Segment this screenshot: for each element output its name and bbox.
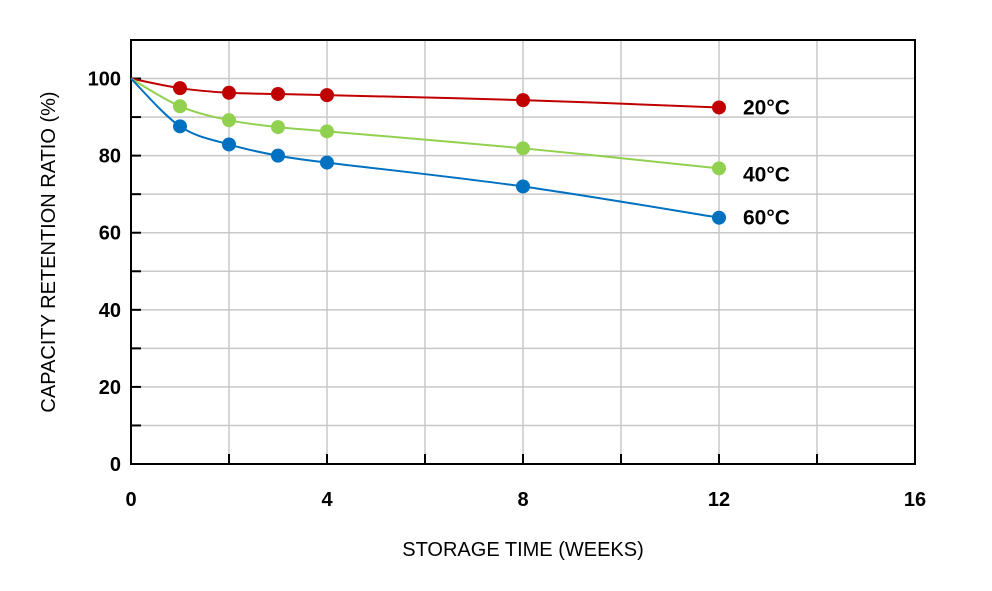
- x-tick-label: 4: [321, 489, 333, 511]
- y-tick-label: 60: [99, 223, 121, 245]
- y-tick-label: 20: [99, 377, 121, 399]
- data-point: [271, 86, 285, 101]
- data-point: [173, 119, 187, 134]
- data-point: [712, 161, 726, 176]
- data-point: [516, 93, 530, 108]
- series-label: 20°C: [743, 96, 790, 119]
- x-tick-label: 8: [517, 489, 528, 511]
- data-point: [320, 124, 334, 139]
- data-point: [516, 141, 530, 156]
- x-tick-label: 0: [125, 489, 136, 511]
- data-point: [712, 100, 726, 115]
- data-point: [222, 137, 236, 152]
- series-label: 40°C: [743, 163, 790, 186]
- y-tick-label: 80: [99, 146, 121, 168]
- y-axis-title: CAPACITY RETENTION RATIO (%): [38, 91, 60, 412]
- y-tick-label: 100: [88, 69, 121, 91]
- data-point: [712, 210, 726, 225]
- data-point: [516, 179, 530, 194]
- series-group: [130, 77, 726, 225]
- data-point: [222, 85, 236, 100]
- data-point: [271, 148, 285, 163]
- axes: [130, 39, 916, 465]
- x-tick-label: 16: [904, 489, 926, 511]
- series-line: [130, 77, 720, 170]
- data-point: [222, 113, 236, 128]
- labels: 0 4 8 12 16 0 20 40 60 80 100 20°C 40°C 60°C: [88, 69, 927, 511]
- y-tick-label: 40: [99, 300, 121, 322]
- y-tick-label: 0: [110, 454, 121, 476]
- series-label: 60°C: [743, 207, 790, 230]
- data-point: [320, 155, 334, 170]
- data-point: [173, 81, 187, 96]
- x-tick-label: 12: [708, 489, 730, 511]
- x-axis-title: STORAGE TIME (WEEKS): [402, 539, 644, 561]
- data-point: [271, 120, 285, 135]
- data-point: [173, 99, 187, 114]
- data-point: [320, 88, 334, 103]
- series-line: [130, 77, 720, 109]
